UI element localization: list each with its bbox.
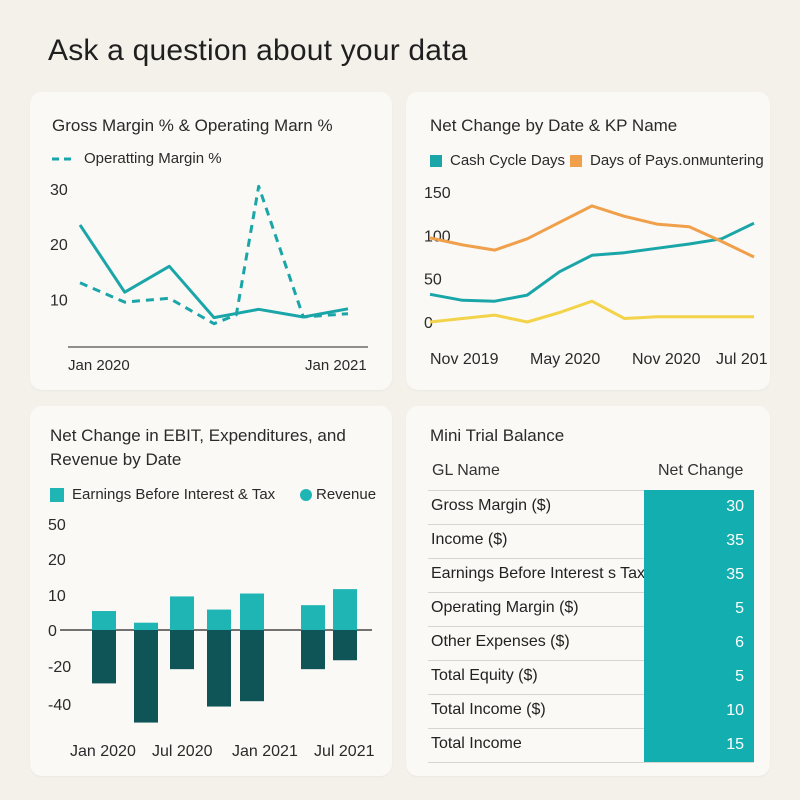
operating-margin-series-line: [79, 184, 349, 326]
gross-operating-margin-card: Gross Margin % & Operating Marn % Operat…: [30, 92, 392, 390]
gl-name-cell: Total Income ($): [431, 701, 546, 718]
y-tick-label: 10: [50, 292, 68, 309]
legend-swatch: [50, 487, 64, 502]
legend-operating-margin: Operatting Margin %: [52, 150, 222, 167]
ebit-bar: [333, 589, 357, 630]
table-row: Earnings Before Interest s Tax 35: [428, 558, 754, 593]
header-divider: [428, 490, 754, 491]
revenue-bar: [92, 630, 116, 684]
legend-revenue: Revenue: [300, 486, 376, 503]
x-tick-label: Jul 2021: [314, 743, 375, 760]
legend-ebit: Earnings Before Interest & Tax: [50, 486, 275, 503]
ebit-bar: [301, 605, 325, 630]
net-change-cell: 35: [644, 558, 754, 592]
x-tick-label: Jul 2020: [152, 743, 213, 760]
legend-label: Operatting Margin %: [84, 150, 222, 167]
table-title: Mini Trial Balance: [430, 426, 565, 445]
gl-name-cell: Other Expenses ($): [431, 633, 570, 650]
x-tick-label: Jan 2021: [232, 743, 298, 760]
table-row: Other Expenses ($) 6: [428, 626, 754, 661]
legend-label: Days of Pays.onмuntering: [590, 152, 764, 169]
chart-title: Gross Margin % & Operating Marn %: [52, 116, 333, 135]
x-tick-label: Jan 2020: [68, 357, 130, 374]
table-row: Total Income 15: [428, 728, 754, 763]
revenue-bar: [170, 630, 194, 670]
table-row: Operating Margin ($) 5: [428, 592, 754, 627]
legend-swatch: [570, 154, 582, 167]
gl-name-cell: Income ($): [431, 531, 508, 548]
x-tick-label: May 2020: [530, 351, 600, 368]
x-tick-label: Jul 201: [716, 351, 768, 368]
x-tick-label: Nov 2019: [430, 351, 499, 368]
legend-label: Earnings Before Interest & Tax: [72, 486, 276, 503]
y-tick-label: 50: [424, 272, 442, 289]
legend-cash-cycle-days: Cash Cycle Days: [430, 152, 565, 169]
legend-dot-icon: [300, 488, 312, 501]
column-header-net-change: Net Change: [658, 462, 744, 479]
y-tick-label: 0: [424, 315, 433, 332]
x-tick-label: Jan 2020: [70, 743, 136, 760]
net-change-cell: 15: [644, 728, 754, 762]
days-of-pays-line: [429, 204, 755, 259]
page-title: Ask a question about your data: [48, 34, 468, 67]
net-change-cell: 6: [644, 626, 754, 660]
y-tick-label: 0: [48, 623, 57, 640]
y-tick-label: 10: [48, 588, 66, 605]
net-change-cell: 35: [644, 524, 754, 558]
ebit-bar: [240, 593, 264, 630]
net-change-cell: 30: [644, 490, 754, 524]
y-tick-label: 50: [48, 517, 66, 534]
y-tick-label: 30: [50, 182, 68, 199]
revenue-bar: [207, 630, 231, 707]
table-row: Income ($) 35: [428, 524, 754, 559]
legend-label: Revenue: [316, 486, 377, 503]
gl-name-cell: Operating Margin ($): [431, 599, 579, 616]
revenue-bar: [301, 630, 325, 670]
yellow-series-line: [429, 299, 754, 324]
revenue-bar: [134, 630, 158, 723]
ebit-bar: [207, 609, 231, 630]
net-change-cell: 5: [644, 592, 754, 626]
dashed-line-swatch-icon: [52, 157, 76, 160]
ebit-bar: [92, 611, 116, 630]
legend-label: Cash Cycle Days: [450, 152, 566, 169]
ebit-bar-chart: 50 20 10 0 -20 -40 Jan 2020 Jul 2020 Jan 2021 Jul…: [48, 517, 375, 760]
ebit-bar: [170, 596, 194, 630]
x-tick-label: Jan 2021: [305, 357, 367, 374]
ebit-bar: [134, 622, 158, 630]
y-tick-label: -20: [48, 659, 71, 676]
cash-cycle-days-line: [429, 221, 755, 303]
gl-name-cell: Gross Margin ($): [431, 497, 552, 514]
y-tick-label: 150: [424, 185, 451, 202]
chart-title: Net Change in EBIT, Expenditures, and Re…: [50, 426, 346, 469]
net-change-kp-card: Net Change by Date & KP Name Cash Cycle …: [406, 92, 770, 390]
table-row: Gross Margin ($) 30: [428, 490, 754, 525]
column-header-gl-name: GL Name: [432, 462, 500, 479]
y-tick-label: 20: [50, 237, 68, 254]
gl-name-cell: Total Equity ($): [431, 667, 538, 684]
y-tick-label: -40: [48, 697, 71, 714]
gross-margin-series-line: [78, 224, 349, 320]
net-change-cell: 10: [644, 694, 754, 728]
revenue-bar: [240, 630, 264, 702]
ebit-revenue-card: Net Change in EBIT, Expenditures, and Re…: [30, 406, 392, 776]
net-change-cell: 5: [644, 660, 754, 694]
y-tick-label: 20: [48, 552, 66, 569]
trial-balance-card: Mini Trial Balance GL Name Net Change Gr…: [406, 406, 770, 776]
gl-name-cell: Earnings Before Interest s Tax: [431, 565, 646, 582]
chart-title: Net Change by Date & KP Name: [430, 116, 678, 135]
margin-line-chart: 10 20 30 Jan 2020 Jan 2021: [50, 182, 368, 374]
table-row: Total Income ($) 10: [428, 694, 754, 729]
legend-days-of-pays: Days of Pays.onмuntering: [570, 152, 764, 169]
x-tick-label: Nov 2020: [632, 351, 701, 368]
gl-name-cell: Total Income: [431, 735, 522, 752]
legend-swatch: [430, 154, 442, 167]
revenue-bar: [333, 630, 357, 661]
table-row: Total Equity ($) 5: [428, 660, 754, 695]
